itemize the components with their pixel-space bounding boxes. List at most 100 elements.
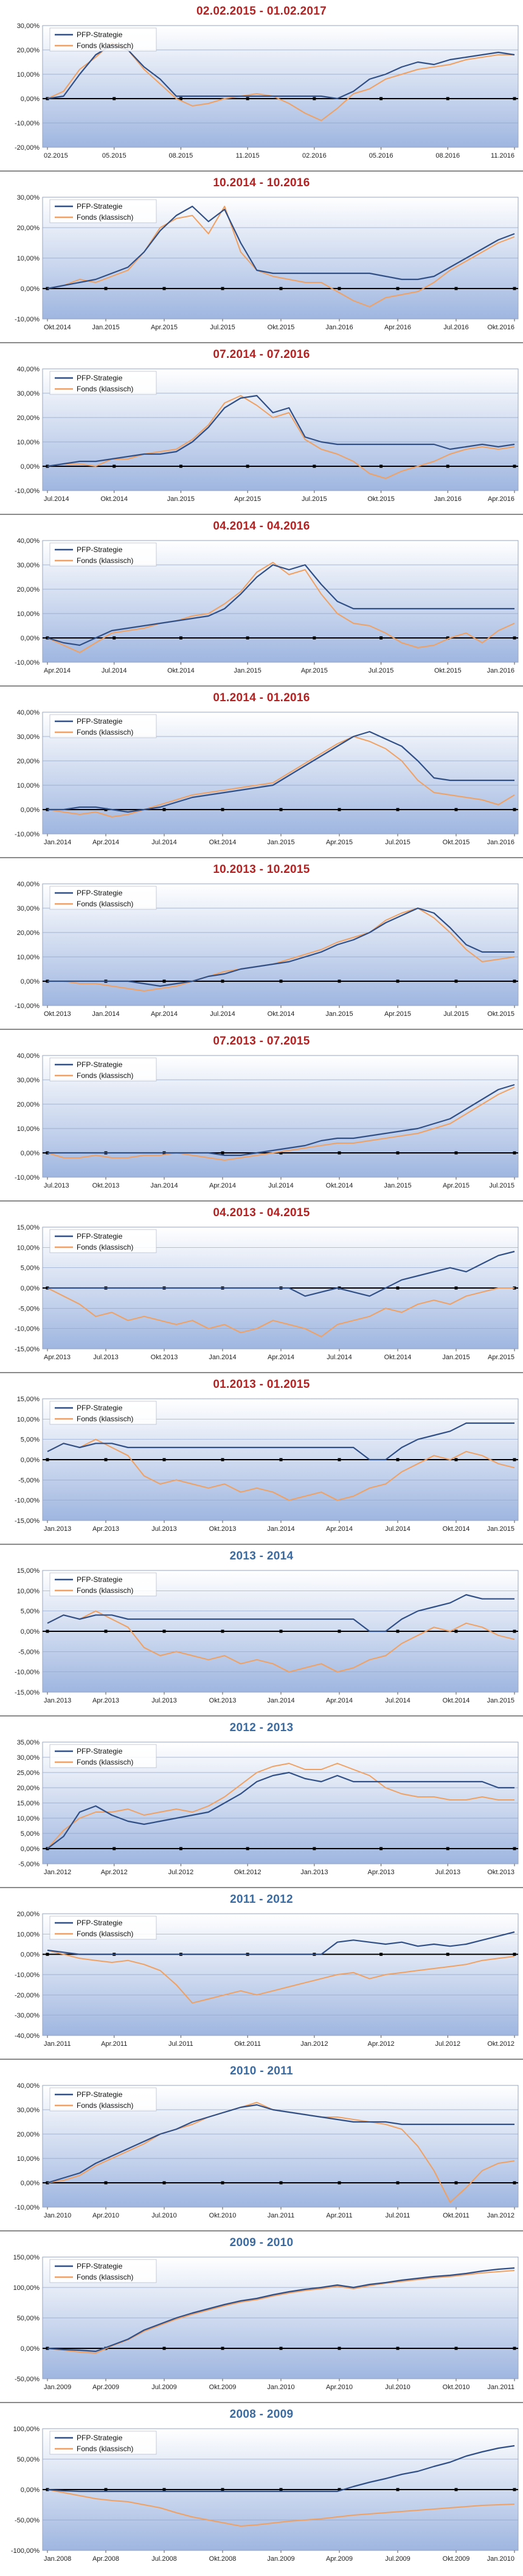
chart-title: 2010 - 2011 [230,2065,293,2077]
x-tick-label: Okt.2014 [44,324,71,331]
y-tick-label: -5,00% [18,1477,40,1484]
zero-axis-marker [446,1953,449,1956]
legend-box [49,1916,157,1940]
x-tick-label: Okt.2014 [384,1354,412,1361]
zero-axis-marker [179,636,182,640]
x-tick-label: Apr.2014 [268,1354,294,1361]
y-tick-label: 15,00% [17,1800,40,1807]
series-line-fonds-klassisch [47,1287,514,1337]
zero-axis-marker [313,636,316,640]
x-tick-label: Apr.2015 [326,839,353,846]
chart-title: 2009 - 2010 [229,2236,294,2249]
chart-legend: PFP-Strategie Fonds (klassisch) [49,2087,157,2112]
line-chart: -100,00% -50,00% 0,00% 50,00% 100,00% Jan.200… [11,2426,519,2563]
y-tick-label: -20,00% [15,144,40,152]
x-tick-label: Apr.2014 [326,1525,353,1533]
line-chart: -15,00% -10,00% -5,00% 0,00% 5,00% 10,00% 15,0… [15,1567,519,1704]
x-tick-label: 08.2016 [435,152,460,159]
zero-axis-marker [338,2181,341,2185]
legend-label-fonds-klassisch: Fonds (klassisch) [77,1758,133,1766]
x-tick-label: Okt.2014 [268,1010,295,1018]
series-line-pfp-strategie [47,907,514,987]
x-tick-label: Okt.2013 [44,1010,71,1018]
line-chart: -10,00% 0,00% 10,00% 20,00% 30,00% 40,00% Okt.… [15,881,519,1018]
series-line-fonds-klassisch [47,908,515,992]
zero-axis-marker [246,1847,249,1850]
legend-label-pfp-strategie: PFP-Strategie [77,1747,123,1755]
chart-legend: PFP-Strategie Fonds (klassisch) [49,199,157,223]
y-tick-label: 15,00% [17,1396,40,1403]
zero-axis-marker [446,1847,449,1850]
x-tick-label: Jan.2016 [487,667,514,674]
x-tick-label: 11.2015 [236,152,260,159]
x-tick-label: Jul.2014 [385,1525,410,1533]
zero-axis-marker [246,97,249,100]
y-tick-label: 40,00% [17,1052,40,1060]
zero-axis-marker [513,1629,516,1633]
x-tick-label: Jul.2012 [168,1869,194,1876]
y-tick-label: 30,00% [17,1077,40,1084]
line-chart: -15,00% -10,00% -5,00% 0,00% 5,00% 10,00% 15,0… [15,1396,519,1533]
y-tick-label: 0,00% [21,1951,40,1959]
legend-box [49,27,157,52]
zero-axis-marker [513,464,516,468]
zero-axis-marker [379,1953,383,1956]
zero-axis-marker [162,2488,166,2491]
series-line-pfp-strategie [47,1771,514,1849]
y-tick-label: -50,00% [15,2517,40,2524]
legend-box [49,371,157,395]
zero-axis-marker [338,1151,341,1155]
y-tick-label: 5,00% [21,1437,40,1444]
zero-axis-marker [454,1629,458,1633]
x-tick-label: Apr.2015 [234,495,261,503]
legend-box [49,2259,157,2283]
x-tick-label: Jan.2010 [267,2384,294,2391]
zero-axis-marker [454,1458,458,1461]
x-tick-label: Jul.2014 [102,667,127,674]
y-tick-label: -20,00% [15,1992,40,1999]
zero-axis-marker [513,1458,516,1461]
x-tick-label: Jan.2011 [488,2384,514,2391]
x-tick-label: 05.2016 [369,152,393,159]
x-tick-label: Jan.2015 [92,324,119,331]
zero-axis-marker [513,2347,516,2350]
zero-axis-marker [113,97,116,100]
y-tick-label: 0,00% [21,2180,40,2187]
x-tick-label: Okt.2013 [92,1182,120,1189]
zero-axis-marker [221,2488,224,2491]
zero-axis-marker [162,2347,166,2350]
y-tick-label: 10,00% [17,2155,40,2163]
y-tick-label: 150,00% [13,2254,40,2261]
zero-axis-marker [221,1151,224,1155]
y-tick-label: -100,00% [11,2547,40,2555]
zero-axis-marker [379,97,383,100]
legend-label-fonds-klassisch: Fonds (klassisch) [77,41,133,50]
y-tick-label: 10,00% [17,255,40,262]
zero-axis-marker [446,636,449,640]
chart-panel: 04.2013 - 04.2015 -15,00% -10,00% -5,00% 0,0… [0,1202,523,1373]
y-tick-label: 0,00% [21,96,40,103]
x-tick-label: Apr.2014 [209,1182,236,1189]
x-tick-label: Jan.2013 [44,1697,71,1704]
y-tick-label: 0,00% [21,807,40,814]
y-tick-label: 0,00% [21,1150,40,1157]
zero-axis-marker [162,1458,166,1461]
zero-axis-marker [279,1629,283,1633]
x-tick-label: Okt.2015 [367,495,395,503]
legend-label-fonds-klassisch: Fonds (klassisch) [77,1930,133,1938]
x-tick-label: Jan.2012 [487,2212,514,2219]
y-tick-label: -40,00% [15,2032,40,2040]
zero-axis-marker [513,636,516,640]
x-tick-label: Jan.2014 [44,839,71,846]
legend-box [49,1572,157,1597]
chart-panel: 2009 - 2010 -50,00% 0,00% 50,00% 100,00% 150,… [0,2231,523,2403]
series-line-pfp-strategie [47,1083,515,1157]
y-tick-label: 0,00% [21,285,40,293]
y-tick-label: 50,00% [17,2456,40,2463]
y-tick-label: -15,00% [15,1517,40,1525]
zero-axis-marker [279,2488,283,2491]
zero-axis-marker [454,2347,458,2350]
chart-panel: 01.2014 - 01.2016 -10,00% 0,00% 10,00% 20,00… [0,687,523,858]
x-tick-label: Jul.2014 [268,1182,294,1189]
legend-box [49,199,157,223]
